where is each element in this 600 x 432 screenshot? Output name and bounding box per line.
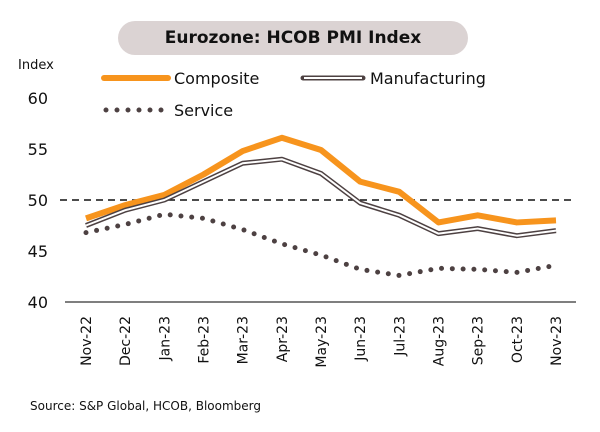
y-tick-label: 45	[28, 242, 48, 261]
legend-service-label: Service	[174, 101, 233, 120]
legend-manufacturing-label: Manufacturing	[370, 69, 486, 88]
series-service-line	[83, 211, 559, 279]
series-composite-line	[85, 134, 557, 226]
y-tick-label: 60	[28, 89, 48, 108]
x-tick-label: Oct-23	[510, 316, 526, 363]
x-tick-label: May-23	[314, 316, 330, 368]
x-tick-label: Jan-23	[157, 316, 173, 361]
x-tick-label: Apr-23	[275, 316, 291, 362]
x-tick-label: Mar-23	[236, 316, 252, 364]
source-note: Source: S&P Global, HCOB, Bloomberg	[30, 399, 261, 413]
y-tick-label: 55	[28, 140, 48, 159]
legend-composite-label: Composite	[174, 69, 259, 88]
x-tick-label: Nov-22	[79, 316, 95, 366]
chart-title: Eurozone: HCOB PMI Index	[118, 21, 468, 55]
x-tick-label: Aug-23	[432, 316, 448, 366]
x-tick-label: Jul-23	[392, 316, 408, 357]
y-tick-label: 40	[28, 293, 48, 312]
x-tick-label: Jun-23	[353, 316, 369, 362]
x-tick-label: Nov-23	[549, 316, 565, 366]
y-tick-label: 50	[28, 191, 48, 210]
y-axis-label: Index	[18, 58, 54, 73]
series-manufacturing-line-inner	[85, 158, 557, 237]
x-tick-label: Sep-23	[471, 316, 487, 365]
x-tick-label: Dec-22	[118, 316, 134, 366]
x-tick-label: Feb-23	[197, 316, 213, 364]
